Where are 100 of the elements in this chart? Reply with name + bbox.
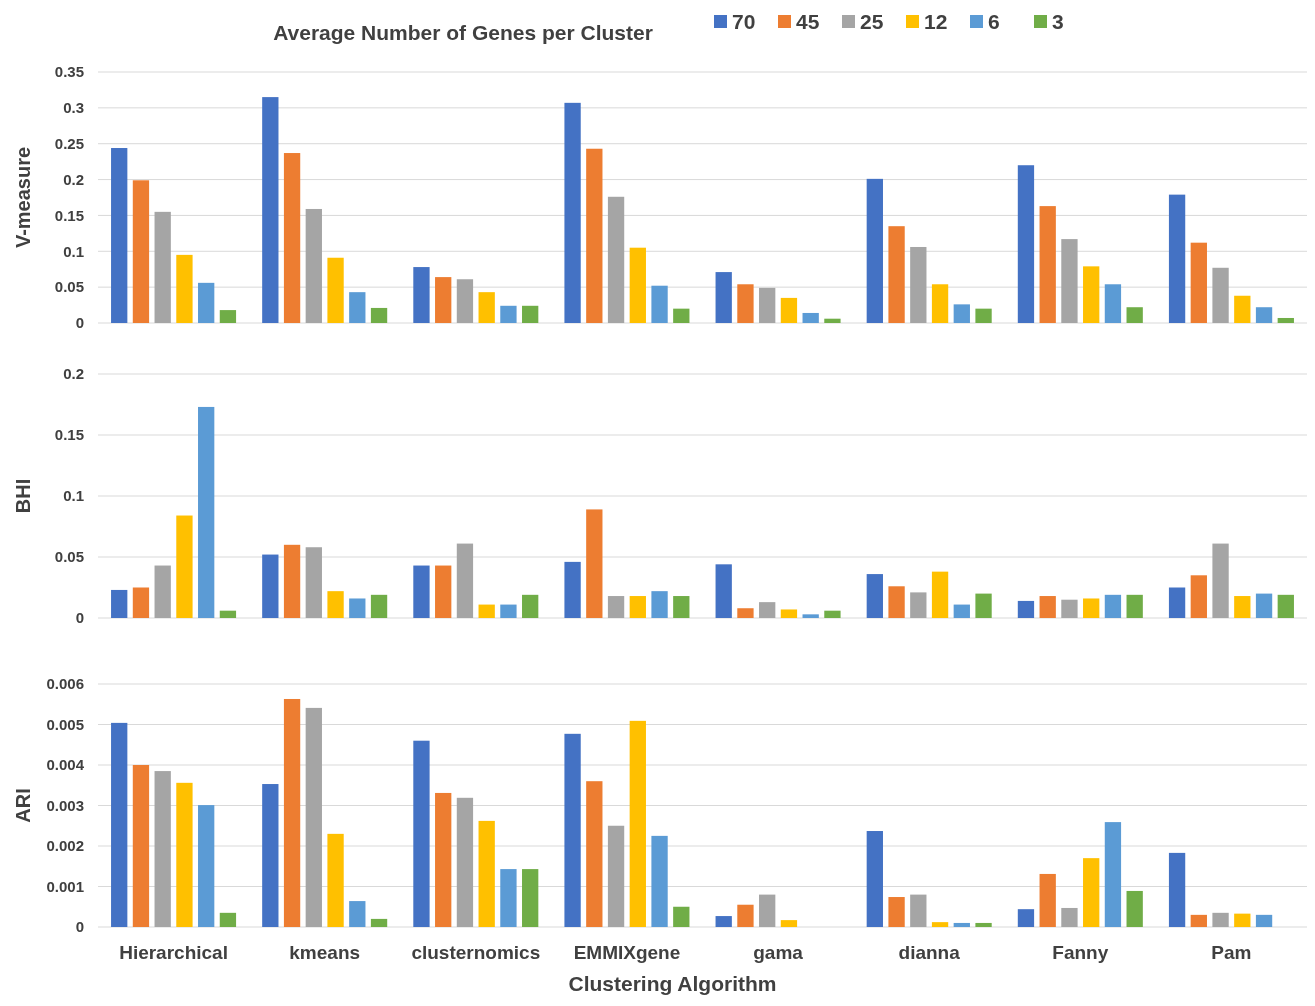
legend-label: 3 — [1052, 10, 1064, 34]
bar — [866, 574, 883, 618]
bar — [154, 565, 171, 618]
bar — [198, 805, 215, 927]
y-tick-label: 0 — [75, 918, 84, 936]
bar — [370, 594, 388, 618]
bar — [1017, 600, 1035, 618]
bar — [651, 285, 668, 323]
bar — [715, 272, 732, 323]
bar — [888, 586, 905, 618]
bar — [1039, 596, 1056, 618]
bar — [824, 318, 841, 323]
y-tick-label: 0.2 — [63, 365, 84, 383]
y-tick-label: 0.001 — [46, 877, 84, 895]
bar — [219, 912, 237, 927]
legend-label: 70 — [732, 10, 756, 34]
y-tick-label: 0.15 — [54, 206, 84, 224]
bar — [824, 610, 841, 618]
y-tick-label: 0.05 — [54, 278, 84, 296]
bar — [1277, 594, 1294, 618]
bar — [132, 765, 150, 927]
y-tick-label: 0.1 — [63, 242, 84, 260]
y-tick-label: 0.003 — [46, 796, 84, 814]
bar — [1104, 284, 1122, 323]
bar — [413, 740, 430, 927]
bar — [1126, 307, 1143, 323]
legend-label: 6 — [988, 10, 1000, 34]
bar — [910, 894, 927, 927]
bar — [1190, 914, 1207, 927]
y-axis-title: ARI — [12, 788, 34, 823]
bar — [975, 593, 992, 618]
bar — [1168, 852, 1186, 927]
bar — [715, 564, 732, 618]
bar — [910, 592, 927, 618]
bar — [283, 544, 301, 618]
bar — [931, 922, 949, 927]
bar — [1212, 543, 1229, 618]
y-tick-label: 0.1 — [63, 487, 84, 505]
bar — [780, 920, 798, 927]
x-tick-label: kmeans — [289, 942, 361, 963]
x-axis-title: Clustering Algorithm — [568, 972, 777, 995]
y-tick-label: 0.006 — [46, 675, 84, 693]
bar — [198, 406, 215, 618]
bar — [1190, 575, 1207, 618]
bar — [283, 698, 301, 927]
bar — [154, 771, 171, 927]
bar — [866, 831, 883, 927]
bar — [1234, 596, 1251, 618]
bar — [673, 596, 690, 618]
bar — [1277, 317, 1294, 323]
legend-label: 25 — [860, 10, 884, 34]
bar — [629, 596, 646, 618]
bar — [586, 509, 603, 618]
bar — [262, 784, 279, 927]
bar — [111, 722, 128, 927]
bar — [219, 610, 237, 618]
bar — [607, 825, 625, 927]
bar — [780, 297, 798, 323]
bar — [975, 922, 992, 927]
x-tick-label: gama — [753, 942, 804, 963]
bar — [1039, 206, 1056, 323]
x-tick-label: Pam — [1211, 942, 1252, 963]
y-tick-label: 0 — [75, 609, 84, 627]
y-tick-label: 0.15 — [54, 426, 84, 444]
bar — [262, 554, 279, 618]
bar — [478, 820, 495, 927]
bar — [1017, 165, 1035, 323]
bar — [176, 515, 193, 618]
bar — [1061, 239, 1078, 323]
y-axis-title: V-measure — [12, 146, 34, 249]
bar — [154, 211, 171, 323]
bar — [651, 591, 668, 618]
bar — [500, 604, 517, 618]
bar — [1083, 266, 1100, 323]
bar — [802, 614, 819, 618]
y-tick-label: 0.004 — [46, 756, 85, 774]
bar — [435, 277, 452, 323]
bar — [1039, 873, 1056, 927]
bar — [1234, 295, 1251, 323]
bar — [132, 587, 150, 618]
bar — [522, 305, 539, 323]
bar — [673, 906, 690, 927]
y-axis-title: BHI — [12, 478, 34, 514]
legend-label: 45 — [796, 10, 820, 34]
bar — [456, 279, 474, 323]
bar — [629, 247, 646, 323]
bar — [953, 922, 970, 927]
y-tick-label: 0.002 — [46, 837, 84, 855]
bar — [370, 307, 388, 323]
legend-title: Average Number of Genes per Cluster — [273, 21, 653, 45]
bar — [737, 284, 754, 323]
bar — [413, 565, 430, 618]
bar — [888, 226, 905, 323]
y-tick-label: 0.005 — [46, 715, 84, 733]
bar — [327, 591, 344, 618]
bar — [1017, 909, 1035, 927]
bar — [305, 208, 322, 323]
bar — [931, 284, 949, 323]
bar — [888, 897, 905, 927]
bar — [1061, 907, 1078, 927]
